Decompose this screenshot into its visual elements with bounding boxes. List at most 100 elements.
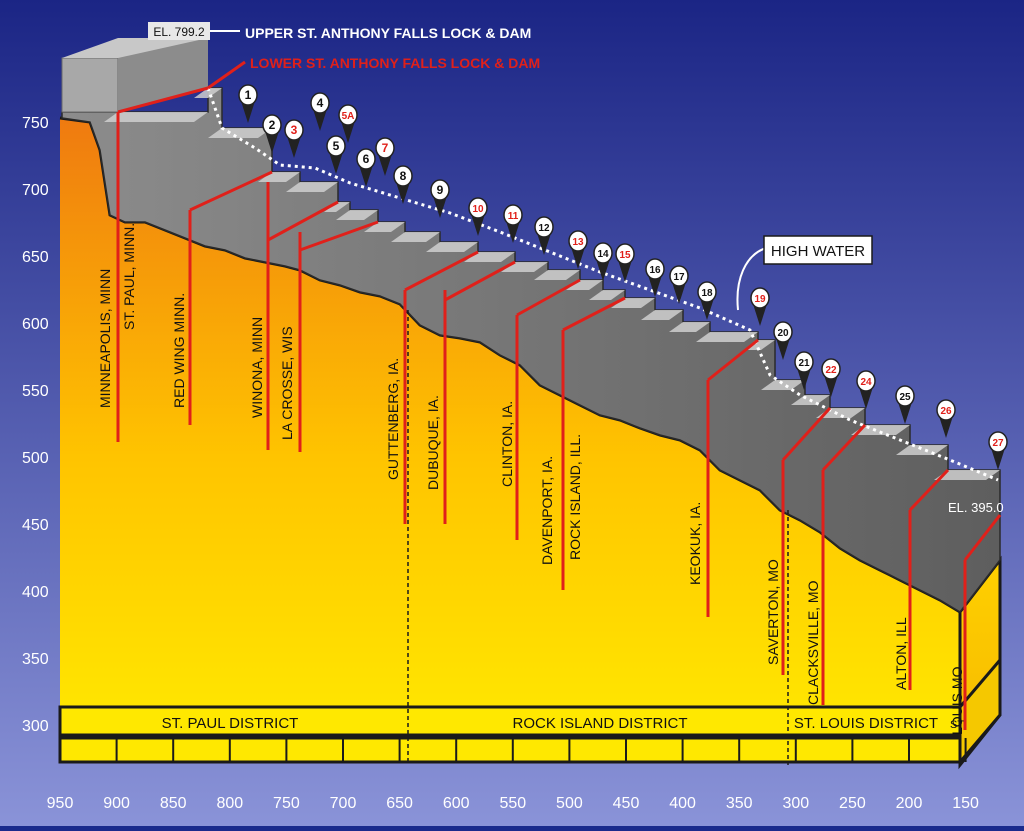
district-bar-lower: [58, 736, 962, 764]
lock-pin: [571, 247, 585, 269]
lock-bubble: [750, 287, 770, 309]
high-water-label: HIGH WATER: [771, 243, 865, 260]
district-label: ROCK ISLAND DISTRICT: [512, 715, 687, 732]
step-top: [104, 112, 208, 122]
y-tick-label: 300: [22, 718, 49, 735]
lock-pin: [776, 338, 790, 360]
y-tick-label: 700: [22, 182, 49, 199]
lock-marker-6: 6: [356, 148, 376, 187]
y-tick-label: 600: [22, 316, 49, 333]
lock-pin: [537, 233, 551, 255]
dam-crest: [781, 406, 832, 462]
x-tick-label: 200: [896, 795, 923, 812]
y-tick-label: 500: [22, 450, 49, 467]
lock-bubble: [238, 84, 258, 106]
lock-number: 24: [860, 377, 872, 388]
high-water-box: [763, 235, 873, 265]
district-labels: ST. PAUL DISTRICT ROCK ISLAND DISTRICT ST.…: [162, 715, 965, 732]
lock-pin: [991, 448, 1005, 470]
lock-pin: [396, 182, 410, 204]
lock-pin: [618, 260, 632, 282]
city-label: MINNEAPOLIS, MINN: [97, 269, 113, 408]
step-top: [761, 380, 805, 390]
lock-marker-27: 27: [988, 431, 1008, 470]
lock-marker-18: 18: [697, 281, 717, 320]
lock-marker-14: 14: [593, 242, 613, 281]
x-tick-label: 450: [613, 795, 640, 812]
city-labels: MINNEAPOLIS, MINN ST. PAUL, MINN. RED WING…: [97, 223, 965, 735]
x-tick-label: 600: [443, 795, 470, 812]
dam-crest: [117, 86, 209, 114]
x-tick-label: 950: [47, 795, 74, 812]
lock-bubble: [310, 92, 330, 114]
step-top: [696, 332, 758, 342]
lock-marker-24: 24: [856, 370, 876, 409]
lock-bubble: [503, 204, 523, 226]
lock-pool-steps: [61, 87, 1001, 613]
district-bar-side: [958, 655, 1002, 767]
step-top: [364, 222, 405, 232]
lock-marker-26: 26: [936, 399, 956, 438]
lock-bubble: [988, 431, 1008, 453]
lock-bubble: [326, 135, 346, 157]
y-tick-label: 450: [22, 517, 49, 534]
x-tick-label: 550: [499, 795, 526, 812]
x-tick-label: 700: [330, 795, 357, 812]
lock-pin: [939, 416, 953, 438]
lock-number: 12: [538, 223, 550, 234]
lock-pin: [506, 221, 520, 243]
x-tick-label: 150: [952, 795, 979, 812]
lock-number: 22: [825, 365, 837, 376]
lock-bubble: [284, 119, 304, 141]
x-tick-label: 350: [726, 795, 753, 812]
lock-bubble: [669, 265, 689, 287]
city-label: ALTON, ILL: [893, 617, 909, 690]
city-label: ROCK ISLAND, ILL.: [567, 434, 583, 560]
city-label: LOUIS MO: [949, 666, 965, 735]
dam-crest: [444, 260, 516, 302]
lock-bubble: [773, 321, 793, 343]
step-top: [851, 425, 910, 435]
lock-marker-5: 5: [326, 135, 346, 174]
city-label: ST. PAUL, MINN.: [121, 223, 137, 330]
lock-bubble: [356, 148, 376, 170]
lock-number: 2: [269, 118, 276, 132]
lock-number: 8: [400, 169, 407, 183]
dam-crest: [299, 220, 379, 252]
lock-number: 5: [333, 139, 340, 153]
lock-bubble: [568, 230, 588, 252]
dam-crest: [707, 338, 759, 382]
lock-number: 17: [673, 272, 685, 283]
lock-marker-22: 22: [821, 358, 841, 397]
step-top: [566, 280, 603, 290]
city-label: LA CROSSE, WIS: [279, 326, 295, 440]
lock-pin: [287, 136, 301, 158]
lock-pin: [265, 131, 279, 153]
upper-elevation-box: [148, 22, 210, 40]
dam-lines: [116, 86, 1002, 730]
lock-marker-1: 1: [238, 84, 258, 123]
step-top: [194, 88, 222, 98]
x-axis: 950 900 850 800 750 700 650 600 550 500 450 400 350 3…: [47, 738, 979, 812]
lock-number: 7: [382, 141, 389, 155]
y-tick-label: 650: [22, 249, 49, 266]
city-label: DAVENPORT, IA.: [539, 456, 555, 565]
lock-marker-17: 17: [669, 265, 689, 304]
district-label: ST. LOUIS DISTRICT: [794, 715, 938, 732]
y-tick-label: 550: [22, 383, 49, 400]
lock-bubble: [393, 165, 413, 187]
lock-marker-3: 3: [284, 119, 304, 158]
lock-marker-21: 21: [794, 351, 814, 390]
lock-pin: [359, 165, 373, 187]
lock-pin: [596, 259, 610, 281]
x-tick-label: 850: [160, 795, 187, 812]
x-tick-label: 750: [273, 795, 300, 812]
dam-crest: [821, 423, 867, 472]
lock-bubble: [895, 385, 915, 407]
lock-number: 25: [899, 392, 911, 403]
lock-marker-15: 15: [615, 243, 635, 282]
lock-pin: [329, 152, 343, 174]
dam-crest: [963, 514, 1002, 561]
lock-bubble: [856, 370, 876, 392]
high-water-line: [206, 87, 999, 482]
